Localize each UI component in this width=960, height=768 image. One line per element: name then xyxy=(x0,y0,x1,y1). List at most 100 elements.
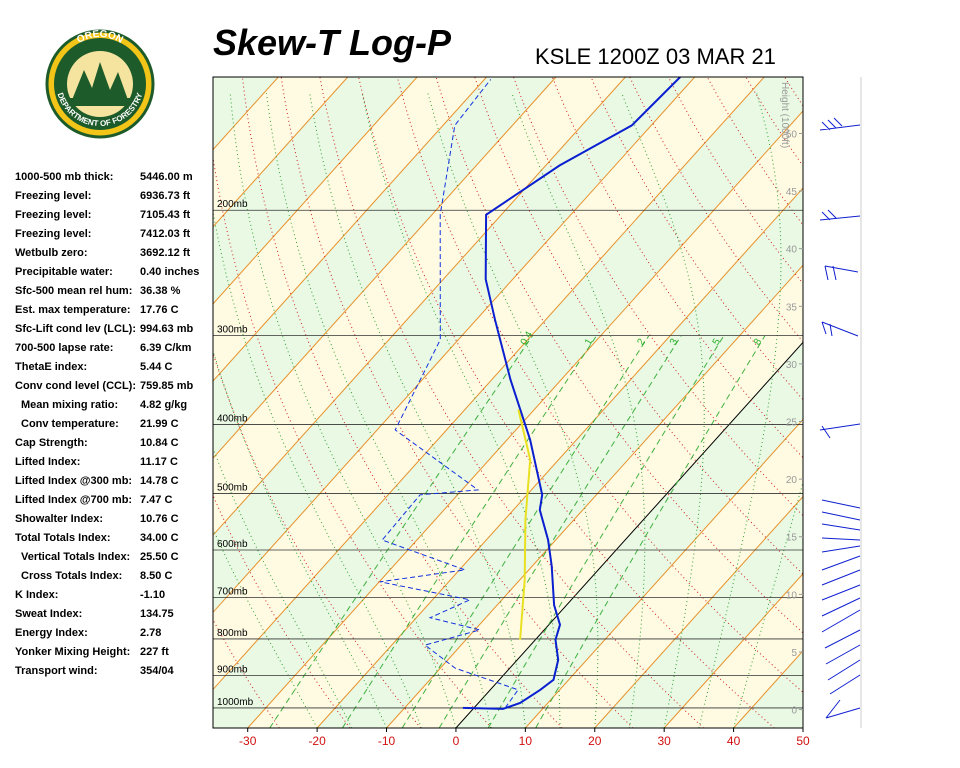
stat-value: 21.99 C xyxy=(140,418,179,430)
stat-label: Total Totals Index: xyxy=(15,532,111,544)
isotherm xyxy=(213,77,349,228)
mixing-ratio-label: 1 xyxy=(583,337,596,348)
profile-line xyxy=(462,77,681,710)
mixing-ratio-line xyxy=(401,335,650,728)
isotherm xyxy=(455,341,803,728)
y-tick-label: 600mb xyxy=(217,539,248,550)
y-tick-label: 300mb xyxy=(217,325,248,336)
stat-label: Freezing level: xyxy=(15,190,91,202)
dry-adiabat xyxy=(901,77,960,728)
y-tick-label: 700mb xyxy=(217,587,248,598)
moist-adiabat xyxy=(361,93,561,728)
stat-value: 34.00 C xyxy=(140,532,179,544)
isotherm xyxy=(213,77,765,691)
moist-adiabat xyxy=(309,93,526,728)
dry-adiabat xyxy=(213,154,492,728)
x-tick-label: -30 xyxy=(239,734,257,748)
y-tick-label: 200mb xyxy=(217,199,248,210)
x-tick-label: 40 xyxy=(727,734,741,748)
stat-label: Wetbulb zero: xyxy=(15,247,88,259)
stat-value: 134.75 xyxy=(140,608,174,620)
y2-tick-label: 35 xyxy=(786,302,798,313)
y2-tick-label: 5 xyxy=(791,648,797,659)
isotherm xyxy=(386,264,803,728)
mixing-ratio-line xyxy=(487,335,725,728)
isotherm xyxy=(872,77,960,728)
moist-adiabat xyxy=(427,93,599,728)
band xyxy=(213,77,803,728)
moist-adiabat xyxy=(511,93,646,728)
y2-tick-label: 40 xyxy=(786,245,798,256)
stat-label: Freezing level: xyxy=(15,209,91,221)
x-tick-label: 10 xyxy=(519,734,533,748)
stat-label: Transport wind: xyxy=(15,665,98,677)
stat-value: 0.40 inches xyxy=(140,266,199,278)
dry-adiabat xyxy=(940,77,960,728)
stat-value: 3692.12 ft xyxy=(140,247,190,259)
stat-value: 6936.73 ft xyxy=(140,190,190,202)
plot xyxy=(213,77,803,710)
mixing-ratio-label: 8 xyxy=(752,337,765,348)
stat-value: 7412.03 ft xyxy=(140,228,190,240)
title: Skew-T Log-P xyxy=(213,22,452,63)
mixing-ratio-line xyxy=(341,335,598,728)
moist-adiabat xyxy=(229,93,457,728)
y2-axis-label: Height (1000ft) xyxy=(779,82,790,148)
stat-value: 2.78 xyxy=(140,627,161,639)
stat-value: 4.82 g/kg xyxy=(140,399,187,411)
stat-label: Energy Index: xyxy=(15,627,88,639)
x-tick-label: -10 xyxy=(378,734,396,748)
stat-value: 17.76 C xyxy=(140,304,179,316)
stat-label: Yonker Mixing Height: xyxy=(15,646,130,658)
y2-tick-label: 20 xyxy=(786,475,798,486)
x-tick-label: 30 xyxy=(657,734,671,748)
isotherm xyxy=(213,77,418,305)
stat-label: Showalter Index: xyxy=(15,513,103,525)
band xyxy=(872,77,960,728)
isotherm xyxy=(0,77,1,728)
stat-value: 354/04 xyxy=(140,665,175,677)
mixing-ratio-line xyxy=(535,335,766,728)
stat-label: Sweat Index: xyxy=(15,608,82,620)
isotherm xyxy=(524,418,803,728)
y2-tick-label: 25 xyxy=(786,418,798,429)
stat-value: 7.47 C xyxy=(140,494,172,506)
stat-label: Precipitable water: xyxy=(15,266,113,278)
stat-value: 14.78 C xyxy=(140,475,179,487)
wind-barbs xyxy=(819,117,861,719)
mixing-ratio-line xyxy=(269,335,534,728)
dry-adiabat xyxy=(823,77,960,728)
stat-label: Sfc-Lift cond lev (LCL): xyxy=(15,323,136,335)
isotherm xyxy=(213,77,696,614)
dry-adiabat xyxy=(358,77,775,728)
labels: 1000-500 mb thick: 5446.00 m Freezing leve… xyxy=(15,82,810,748)
profile-line xyxy=(379,79,519,709)
stat-label: Cross Totals Index: xyxy=(21,570,122,582)
stat-value: 7105.43 ft xyxy=(140,209,190,221)
stat-label: Lifted Index @300 mb: xyxy=(15,475,132,487)
diagram-background xyxy=(0,77,960,728)
stat-value: 10.84 C xyxy=(140,437,179,449)
stat-label: K Index: xyxy=(15,589,58,601)
isotherm xyxy=(594,495,803,728)
stat-value: 5.44 C xyxy=(140,361,172,373)
dry-adiabat xyxy=(241,77,563,728)
stat-value: 759.85 mb xyxy=(140,380,193,392)
moist-adiabat xyxy=(698,93,782,728)
y2-tick-label: 10 xyxy=(786,590,798,601)
profile-line xyxy=(517,409,532,640)
dry-adiabat xyxy=(784,77,803,107)
band xyxy=(803,77,960,728)
moist-adiabat xyxy=(621,93,705,728)
stat-label: 700-500 lapse rate: xyxy=(15,342,113,354)
stat-value: 5446.00 m xyxy=(140,171,193,183)
isotherm xyxy=(213,77,487,382)
stat-label: ThetaE index: xyxy=(15,361,87,373)
stat-value: 227 ft xyxy=(140,646,169,658)
stat-label: Lifted Index @700 mb: xyxy=(15,494,132,506)
isotherm xyxy=(247,110,803,728)
y-tick-label: 1000mb xyxy=(217,697,254,708)
plot-frame xyxy=(212,76,804,729)
y2-tick-label: 0 xyxy=(791,706,797,717)
